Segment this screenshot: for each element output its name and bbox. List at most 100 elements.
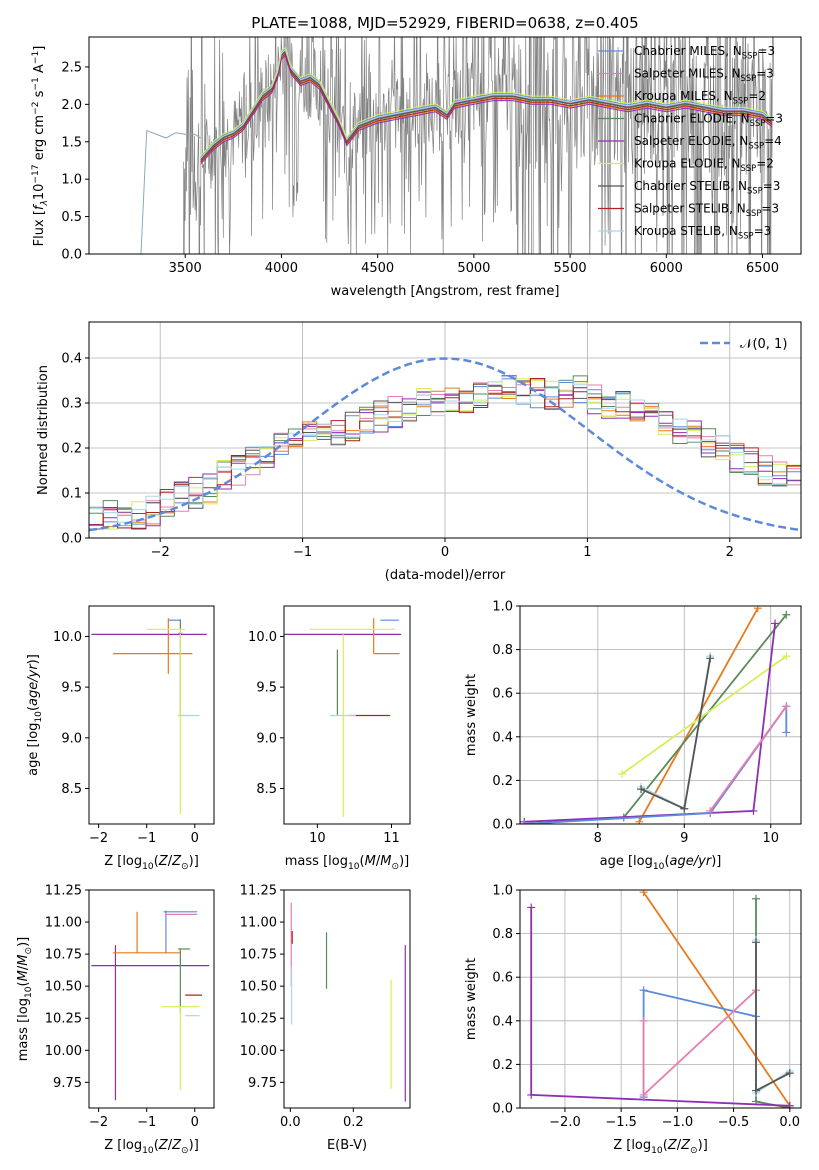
weight-marker-chabrier-stelib <box>706 654 715 663</box>
frame-age-vs-mass: 10 11 8.5 9.0 9.5 10.0 mass [log10(M/M⊙)] <box>248 605 411 872</box>
y-tick-label: 10.00 <box>240 1044 277 1059</box>
plot-area-massweight-vs-z <box>527 890 794 1108</box>
frame-spectrum: 3500 4000 4500 5000 5500 6000 6500 0.0 0.5 1.0 1.5… <box>31 36 802 299</box>
x-tick-label: −2 <box>151 545 170 560</box>
histogram-step-kroupa-stelib <box>89 376 801 523</box>
y-tick-label: 11.25 <box>45 884 82 899</box>
legend-label: Kroupa ELODIE, NSSP=2 <box>634 157 774 174</box>
x-tick-label: −1 <box>293 545 312 560</box>
x-axis-label: (data-model)/error <box>385 568 506 583</box>
axes-massweight-vs-age: 8 9 10 0.0 0.2 0.4 0.6 0.8 1.0 age [log10(age/yr)… <box>464 600 802 872</box>
frame-massweight-vs-z: −2.0 −1.5 −1.0 −0.5 0.0 0.0 0.2 0.4 0.6 0.8 1.0 Z [… <box>464 884 802 1156</box>
y-axis-label: mass weight <box>464 674 479 756</box>
axes-residual-histogram: −2 −1 0 1 2 0.0 0.1 0.2 0.3 0.4 (data-model)/error… <box>36 321 802 583</box>
legend-label: Chabrier ELODIE, NSSP=3 <box>634 112 783 129</box>
x-tick-label: 9 <box>680 831 688 846</box>
stelib-model-extension <box>127 129 201 254</box>
legend-label: Kroupa MILES, NSSP=2 <box>634 89 766 106</box>
axes-frame <box>88 36 802 255</box>
x-axis-label: Z [log10(Z/Z⊙)] <box>104 854 199 872</box>
x-tick-label: 0 <box>191 831 199 846</box>
y-tick-label: 2.0 <box>61 98 82 113</box>
y-tick-label: 0.4 <box>492 1014 513 1029</box>
frame-mass-vs-z: −2 −1 0 9.75 10.00 10.25 10.50 10.75 11.00 11.25 Z… <box>16 884 215 1156</box>
y-tick-label: 0.0 <box>492 1102 513 1117</box>
y-tick-label: 9.5 <box>256 681 277 696</box>
x-tick-label: 0.2 <box>343 1115 364 1130</box>
weight-marker-salpeter-miles <box>782 702 791 711</box>
plot-area-mass-vs-ebv <box>290 902 406 1102</box>
x-tick-label: 0.0 <box>779 1115 800 1130</box>
weight-marker-kroupa-miles <box>753 606 762 613</box>
model-line-chabrier-elodie <box>200 51 773 161</box>
axes-frame <box>283 605 411 825</box>
y-tick-label: 11.00 <box>240 916 277 931</box>
x-tick-label: 4000 <box>265 261 298 276</box>
y-tick-label: 8.5 <box>256 782 277 797</box>
y-tick-label: 10.0 <box>248 630 277 645</box>
y-tick-label: 1.5 <box>61 135 82 150</box>
weight-marker-chabrier-miles <box>639 986 648 995</box>
plot-area-age-vs-z <box>91 618 207 814</box>
y-axis-label: age [log10(age/yr)] <box>26 654 44 776</box>
weight-marker-salpeter-elodie <box>527 1090 536 1099</box>
x-tick-label: −2.0 <box>549 1115 581 1130</box>
x-tick-label: 4500 <box>361 261 394 276</box>
gaussian-curve <box>89 357 801 532</box>
y-tick-label: 0.8 <box>492 643 513 658</box>
x-tick-label: 3500 <box>169 261 202 276</box>
x-tick-label: 1 <box>583 545 591 560</box>
axes-mass-vs-ebv: 0.0 0.2 9.75 10.00 10.25 10.50 10.75 11.00 11.25… <box>240 884 411 1153</box>
weight-line-salpeter-miles <box>709 705 788 812</box>
x-tick-label: 10 <box>762 831 779 846</box>
weight-marker-chabrier-miles <box>782 728 791 737</box>
observed-spectrum-line <box>182 37 775 254</box>
x-axis-label: Z [log10(Z/Z⊙)] <box>104 1138 199 1156</box>
y-tick-label: 0.0 <box>61 532 82 547</box>
x-tick-label: 0.0 <box>280 1115 301 1130</box>
x-axis-label: age [log10(age/yr)] <box>600 854 722 872</box>
y-tick-label: 0.0 <box>61 248 82 263</box>
y-tick-label: 9.75 <box>248 1076 277 1091</box>
x-tick-label: −1 <box>137 1115 156 1130</box>
plot-area-spectrum <box>127 37 775 254</box>
y-tick-label: 10.25 <box>240 1012 277 1027</box>
y-tick-label: 0.3 <box>61 397 82 412</box>
x-tick-label: 2 <box>726 545 734 560</box>
y-tick-label: 10.50 <box>240 980 277 995</box>
axes-mass-vs-z: −2 −1 0 9.75 10.00 10.25 10.50 10.75 11.00 11.25 Z… <box>16 884 215 1156</box>
model-line-chabrier-stelib <box>200 50 773 161</box>
weight-line-kroupa-miles <box>638 607 759 823</box>
frame-mass-vs-ebv: 0.0 0.2 9.75 10.00 10.25 10.50 10.75 11.00 11.25… <box>240 884 411 1153</box>
y-tick-label: 11.25 <box>240 884 277 899</box>
weight-marker-kroupa-elodie <box>782 652 791 661</box>
axes-frame <box>88 605 215 825</box>
x-tick-label: 6000 <box>650 261 683 276</box>
y-tick-label: 0.4 <box>492 730 513 745</box>
model-line-salpeter-miles <box>200 49 773 160</box>
plot-area-mass-vs-z <box>91 910 210 1101</box>
model-line-chabrier-miles <box>200 48 773 158</box>
model-line-salpeter-stelib <box>200 52 773 163</box>
y-tick-label: 10.75 <box>45 948 82 963</box>
axes-frame <box>283 889 411 1109</box>
model-line-kroupa-miles <box>200 53 773 164</box>
x-tick-label: −2 <box>89 831 108 846</box>
model-line-kroupa-stelib <box>200 48 773 159</box>
x-tick-label: −1.0 <box>662 1115 694 1130</box>
weight-marker-chabrier-stelib <box>752 938 761 947</box>
x-tick-label: 5000 <box>457 261 490 276</box>
y-tick-label: 0.1 <box>61 487 82 502</box>
weight-marker-chabrier-stelib <box>637 785 646 794</box>
legend-label: Chabrier MILES, NSSP=3 <box>634 44 775 61</box>
legend-label: 𝒩(0, 1) <box>740 337 787 352</box>
y-tick-label: 1.0 <box>492 884 513 899</box>
x-axis-label: wavelength [Angstrom, rest frame] <box>331 284 560 299</box>
axes-spectrum: 3500 4000 4500 5000 5500 6000 6500 0.0 0.5 1.0 1.5… <box>31 36 802 299</box>
weight-marker-chabrier-miles <box>520 820 529 824</box>
y-tick-label: 8.5 <box>61 782 82 797</box>
x-tick-label: 0 <box>441 545 449 560</box>
y-tick-label: 1.0 <box>61 173 82 188</box>
x-tick-label: −1.5 <box>605 1115 637 1130</box>
